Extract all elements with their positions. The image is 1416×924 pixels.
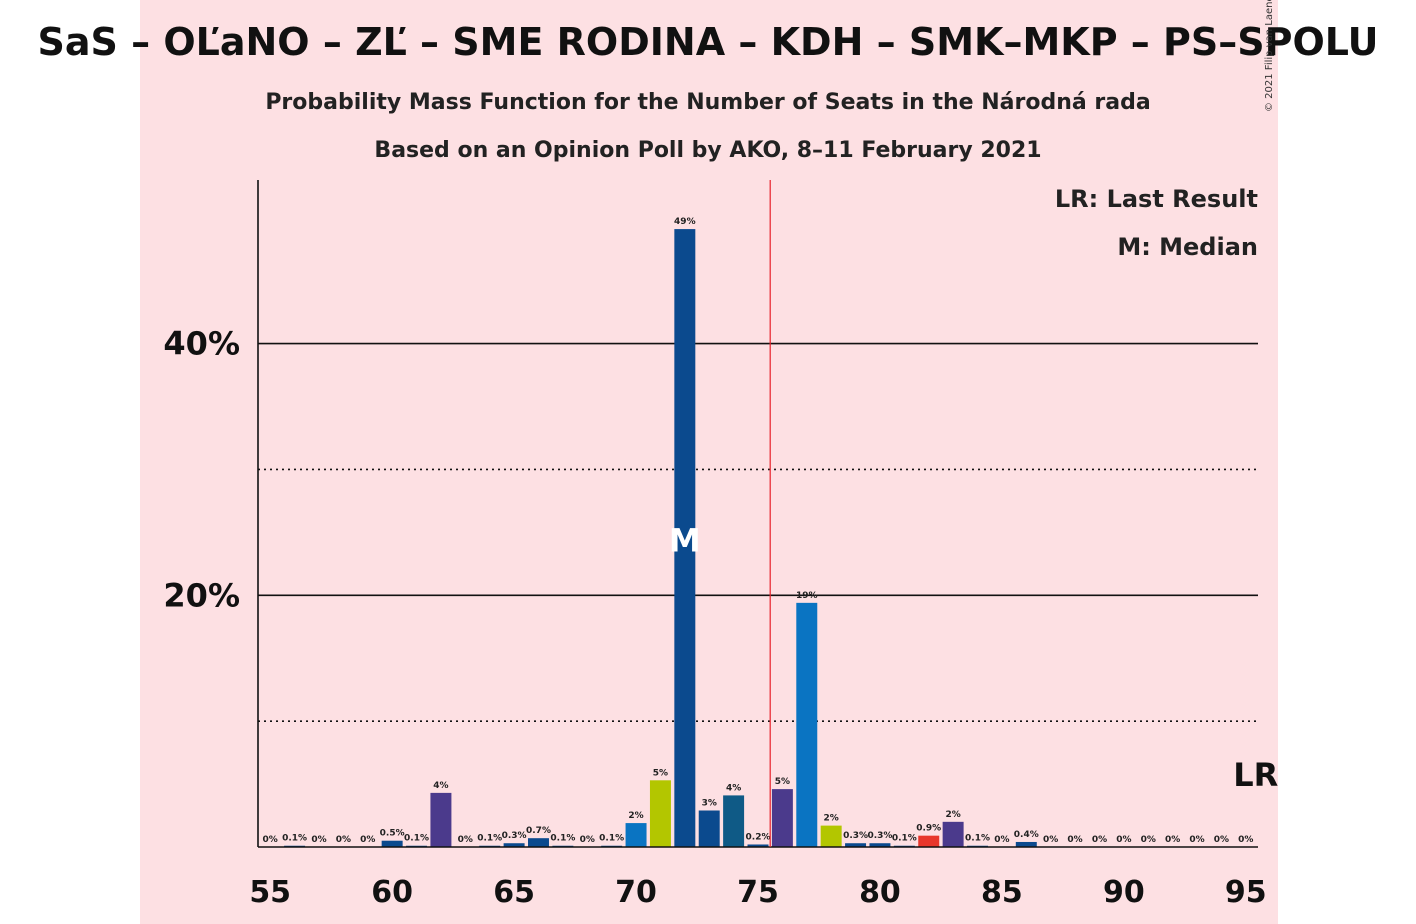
bar-value-label: 2% [824,814,839,824]
median-gap [660,223,710,228]
chart-background [140,0,1278,924]
last-result-marker: LR [1233,756,1278,794]
bar-value-label: 0% [458,835,473,845]
bar [503,843,525,847]
bar [1015,841,1037,847]
x-tick-label: 55 [249,875,291,910]
bar-value-label: 0.1% [599,834,624,844]
bar-labels: 0% 0.1% 0% 0% 0%0.5%0.1%4%0% 0.1% 0.3%0.7%0.1%… [263,217,1254,845]
bar [723,795,745,847]
bar-value-label: 0.1% [477,834,502,844]
bar-value-label: 0% [360,835,375,845]
bar-value-label: 0.3% [502,831,527,841]
x-tick-label: 65 [493,875,535,910]
x-tick-label: 75 [737,875,779,910]
bar [625,823,647,847]
bar-value-label: 0.1% [404,834,429,844]
y-tick-label: 20% [163,576,240,614]
x-tick-label: 95 [1225,875,1267,910]
bar-value-label: 3% [702,799,717,809]
bar-value-label: 0% [1141,835,1156,845]
x-tick-label: 85 [981,875,1023,910]
bar [381,840,403,847]
bar-value-label: 0% [311,835,326,845]
bar-value-label: 19% [796,591,818,601]
bar-value-label: 0.2% [746,832,771,842]
bar [942,821,964,847]
x-tick-label: 90 [1103,875,1145,910]
bar-value-label: 0% [1116,835,1131,845]
x-tick-label: 70 [615,875,657,910]
bar [528,838,549,847]
bar-value-label: 0% [1238,835,1253,845]
bar-value-label: 0% [336,835,351,845]
bar-value-label: 49% [674,217,696,227]
bar [918,835,940,847]
legend-last-result: LR: Last Result [1054,185,1258,213]
bar-value-label: 0% [1092,835,1107,845]
markers: M LR [669,180,1278,847]
bar-value-label: 0.1% [282,834,307,844]
bar [698,810,720,847]
x-tick-label: 60 [371,875,413,910]
bar-value-label: 0% [580,835,595,845]
median-marker: M [669,522,701,560]
bar [649,780,671,847]
bar [869,843,891,847]
chart-title: SaS – OĽaNO – ZĽ – SME RODINA – KDH – SM… [37,20,1379,64]
bar-value-label: 0% [1043,835,1058,845]
bar [820,825,842,847]
bar-value-label: 0% [1067,835,1082,845]
bar-value-label: 0% [1165,835,1180,845]
bar-value-label: 5% [653,768,668,778]
x-tick-label: 80 [859,875,901,910]
bar [771,789,793,847]
axes: 20% 40% 55 60 65 70 75 80 85 90 95 [163,180,1267,910]
bar-value-label: 0.4% [1014,830,1039,840]
y-tick-label: 40% [163,325,240,363]
bar-value-label: 0.3% [867,831,892,841]
bar-value-label: 0.9% [916,824,941,834]
bar-value-label: 4% [726,783,741,793]
bar-value-label: 0.1% [892,834,917,844]
bar [674,229,696,848]
bar-value-label: 0.1% [965,834,990,844]
bar-value-label: 0.5% [380,829,405,839]
bar-value-label: 0% [994,835,1009,845]
legend-median: M: Median [1117,233,1258,261]
bar-value-label: 0% [1214,835,1229,845]
bar-value-label: 5% [775,777,790,787]
bar [796,602,818,847]
bar-value-label: 0% [1189,835,1204,845]
bar [845,843,867,847]
bar [747,844,769,847]
gridlines [258,342,1258,722]
bar [430,792,452,847]
bar-value-label: 2% [945,810,960,820]
bar-value-label: 0% [263,835,278,845]
chart-subtitle-1: Probability Mass Function for the Number… [265,90,1151,115]
bar-value-label: 0.7% [526,826,551,836]
bar-value-label: 4% [433,781,448,791]
bars [284,223,1037,848]
bar-value-label: 0.3% [843,831,868,841]
bar-value-label: 2% [628,811,643,821]
chart-subtitle-2: Based on an Opinion Poll by AKO, 8–11 Fe… [374,138,1042,163]
bar-value-label: 0.1% [550,834,575,844]
